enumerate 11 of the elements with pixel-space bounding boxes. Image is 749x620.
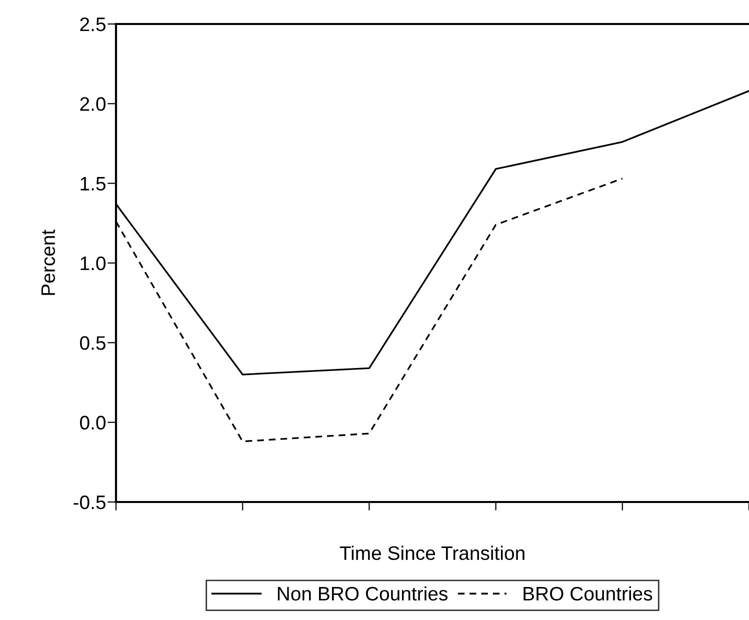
y-tick-label: 0.5 xyxy=(80,336,106,350)
y-tick-label: -0.5 xyxy=(74,495,106,510)
legend-label: BRO Countries xyxy=(524,586,652,601)
y-tick-label: 1.0 xyxy=(80,256,106,270)
y-tick-label: 2.0 xyxy=(80,97,106,111)
x-axis-title: Time Since Transition xyxy=(340,546,524,560)
y-tick-label: 0.0 xyxy=(80,416,106,430)
y-tick-label: 2.5 xyxy=(80,17,106,32)
y-tick-label: 1.5 xyxy=(80,177,106,191)
y-axis-title: Percent xyxy=(41,230,56,295)
legend-label: Non BRO Countries xyxy=(278,586,448,601)
